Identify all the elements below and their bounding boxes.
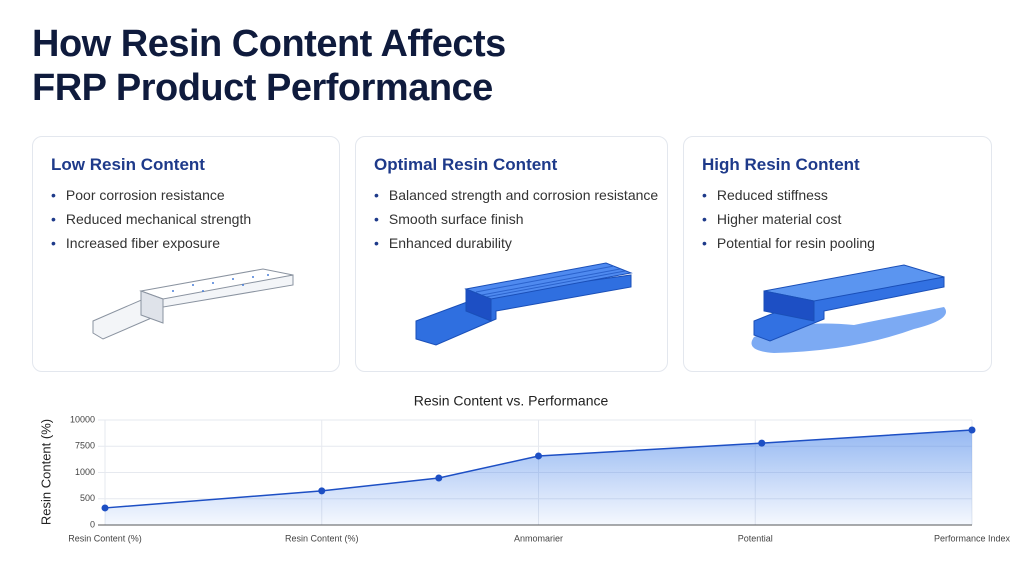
point <box>435 474 443 482</box>
point <box>101 504 109 512</box>
point <box>968 426 976 434</box>
point <box>758 439 766 447</box>
card-title: Optimal Resin Content <box>374 155 558 174</box>
card: High Resin Content Reduced stiffnessHigh… <box>683 136 992 372</box>
y-tick-label: 1000 <box>75 467 95 477</box>
y-tick-label: 7500 <box>75 441 95 451</box>
area <box>105 429 972 525</box>
headline: How Resin Content Affects FRP Product Per… <box>32 22 506 110</box>
card-item: Higher material cost <box>702 207 875 231</box>
card-list: Poor corrosion resistanceReduced mechani… <box>51 183 251 255</box>
card-item: Smooth surface finish <box>374 207 658 231</box>
card: Low Resin Content Poor corrosion resista… <box>32 136 340 372</box>
beam-illustration <box>751 264 946 353</box>
x-tick-label: Potential <box>738 533 773 543</box>
card-item: Reduced mechanical strength <box>51 207 251 231</box>
card-item: Increased fiber exposure <box>51 231 251 255</box>
card-list: Balanced strength and corrosion resistan… <box>374 183 658 255</box>
card-title: High Resin Content <box>702 155 860 174</box>
card: Optimal Resin Content Balanced strength … <box>355 136 668 372</box>
y-tick-label: 10000 <box>70 414 95 424</box>
card-item: Enhanced durability <box>374 231 658 255</box>
y-tick-label: 500 <box>80 493 95 503</box>
x-tick-label: Resin Content (%) <box>285 533 359 543</box>
card-title: Low Resin Content <box>51 155 205 174</box>
beam-illustration <box>92 268 294 340</box>
card-item: Potential for resin pooling <box>702 231 875 255</box>
point <box>535 452 542 460</box>
y-axis-label: Resin Content (%) <box>38 419 53 525</box>
line <box>104 429 973 509</box>
chart-title: Resin Content vs. Performance <box>414 393 609 409</box>
chart: Resin Content vs. Performance Resin Cont… <box>38 393 1011 544</box>
y-tick-label: 0 <box>90 519 95 529</box>
x-tick-label: Resin Content (%) <box>68 533 142 543</box>
card-list: Reduced stiffnessHigher material costPot… <box>702 183 875 255</box>
beam-illustration <box>415 262 633 346</box>
headline-line: How Resin Content Affects <box>32 23 506 65</box>
x-tick-label: Performance Index <box>934 533 1011 543</box>
headline-line: FRP Product Performance <box>32 67 493 109</box>
card-item: Balanced strength and corrosion resistan… <box>374 183 658 207</box>
card-item: Reduced stiffness <box>702 183 875 207</box>
point <box>318 487 326 495</box>
x-tick-label: Anmomarier <box>514 533 563 543</box>
card-item: Poor corrosion resistance <box>51 183 251 207</box>
